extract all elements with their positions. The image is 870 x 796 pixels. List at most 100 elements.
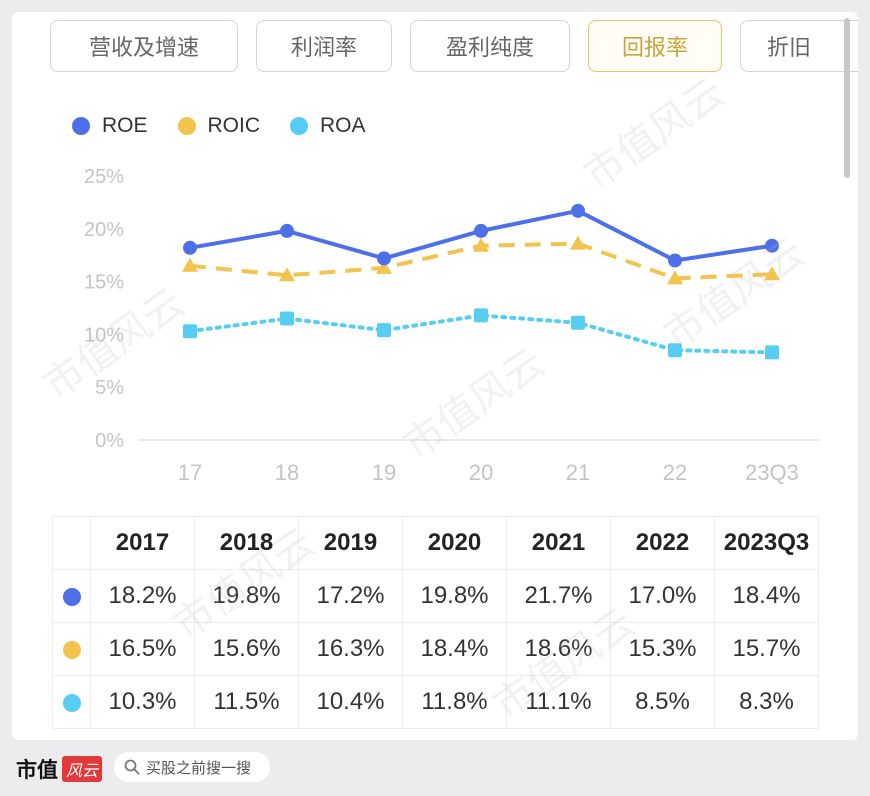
row-marker-cell [52,622,91,676]
data-point-roe [183,240,197,255]
table-cell: 19.8% [194,569,299,623]
x-tick-label: 23Q3 [745,460,799,485]
search-box[interactable]: 买股之前搜一搜 [114,752,270,782]
data-point-roic [473,237,489,252]
legend-label-roa: ROA [320,114,366,137]
x-tick-label: 20 [469,460,493,485]
x-tick-label: 22 [663,460,687,485]
table-header-cell: 2022 [610,516,715,570]
legend-marker-roic [177,117,196,135]
table-cell: 21.7% [506,569,611,623]
tab-label: 折旧 [767,36,812,61]
table-header-blank [52,516,91,570]
table-cell: 11.5% [194,675,299,729]
y-tick-label: 25% [84,166,124,188]
table-cell: 18.6% [506,622,611,676]
table-header-cell: 2021 [506,516,611,570]
legend-label-roe: ROE [102,114,148,137]
x-tick-label: 19 [372,460,396,485]
data-point-roa [183,324,197,339]
data-point-roe [280,223,294,238]
data-point-roa [571,315,585,330]
brand-name: 市值 [16,757,58,782]
search-placeholder: 买股之前搜一搜 [146,758,252,777]
data-point-roe [571,203,585,218]
brand-badge: 风云 [62,756,103,782]
table-header-cell: 2020 [402,516,507,570]
table-cell: 10.4% [298,675,403,729]
table-cell: 10.3% [90,675,195,729]
row-marker-cell [52,675,91,729]
table-cell: 18.4% [402,622,507,676]
table-cell: 15.7% [714,622,819,676]
table-header-row: 2017 2018 2019 2020 2021 2022 2023Q3 [52,516,819,570]
x-tick-label: 21 [566,460,590,485]
x-tick-label: 18 [275,460,299,485]
table-cell: 17.2% [298,569,403,623]
data-point-roe [668,253,682,268]
table-cell: 16.3% [298,622,403,676]
table-row-roic: 16.5% 15.6% 16.3% 18.4% 18.6% 15.3% 15.7… [52,622,819,676]
data-point-roic [667,270,683,285]
row-marker-roic [62,640,81,659]
table-cell: 15.6% [194,622,299,676]
y-tick-label: 15% [84,272,124,294]
scrollbar[interactable] [844,18,850,178]
table-cell: 16.5% [90,622,195,676]
data-point-roa [280,311,294,326]
table-header-cell: 2018 [194,516,299,570]
tab-profit-margin[interactable]: 利润率 [256,20,392,72]
footer-bar: 市值 风云 买股之前搜一搜 [0,740,870,796]
data-point-roe [377,251,391,266]
table-cell: 19.8% [402,569,507,623]
y-tick-label: 20% [84,219,124,241]
table-cell: 8.5% [610,675,715,729]
tab-return-rate[interactable]: 回报率 [588,20,722,72]
table-cell: 18.2% [90,569,195,623]
table-cell: 11.1% [506,675,611,729]
x-tick-label: 17 [178,460,202,485]
legend-item-roa[interactable]: ROA [290,114,366,138]
row-marker-roe [62,587,81,606]
tab-label: 利润率 [290,36,357,61]
data-point-roa [377,323,391,338]
legend-item-roic[interactable]: ROIC [177,114,261,138]
table-header-cell: 2023Q3 [714,516,819,570]
data-point-roic [376,259,392,274]
table-row-roe: 18.2% 19.8% 17.2% 19.8% 21.7% 17.0% 18.4… [52,569,819,623]
table-cell: 11.8% [402,675,507,729]
data-point-roic [182,257,198,272]
row-marker-roa [62,693,81,712]
legend-marker-roe [72,117,90,135]
return-rate-line-chart: 0% 5% 10% 15% 20% 25% 17 18 19 20 21 22 23Q3 [84,166,820,485]
table-cell: 17.0% [610,569,715,623]
table-cell: 8.3% [714,675,819,729]
return-rate-table: 2017 2018 2019 2020 2021 2022 2023Q3 18.… [52,516,819,729]
tab-label: 盈利纯度 [445,36,534,61]
data-point-roe [765,238,779,253]
row-marker-cell [52,569,91,623]
tab-revenue-growth[interactable]: 营收及增速 [50,20,238,72]
data-point-roic [570,235,586,250]
data-point-roic [279,267,295,282]
legend-item-roe[interactable]: ROE [72,114,148,138]
table-header-cell: 2019 [298,516,403,570]
brand-logo: 市值 风云 [16,754,103,784]
table-header-cell: 2017 [90,516,195,570]
y-tick-label: 5% [95,377,124,399]
data-point-roa [474,308,488,323]
tab-depreciation[interactable]: 折旧 [740,20,858,72]
table-row-roa: 10.3% 11.5% 10.4% 11.8% 11.1% 8.5% 8.3% [52,675,819,729]
table-cell: 15.3% [610,622,715,676]
tab-label: 营收及增速 [88,36,199,61]
legend-marker-roa [290,117,309,135]
data-point-roa [765,345,779,360]
data-point-roe [474,223,488,238]
legend-label-roic: ROIC [207,114,261,137]
data-point-roic [764,266,780,281]
y-tick-label: 0% [95,430,124,452]
tab-earnings-quality[interactable]: 盈利纯度 [410,20,570,72]
y-tick-label: 10% [84,324,124,346]
chart-card: 营收及增速 利润率 盈利纯度 回报率 折旧 ROE ROIC ROA 0% 5% 1… [12,12,858,740]
